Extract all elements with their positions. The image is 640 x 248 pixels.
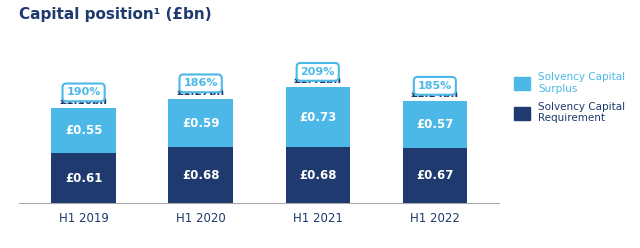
Bar — [403, 148, 467, 203]
Text: 209%: 209% — [301, 67, 335, 77]
Bar — [403, 101, 467, 148]
Text: £1.16bn: £1.16bn — [60, 96, 108, 106]
Bar — [285, 148, 350, 203]
Text: £1.27bn: £1.27bn — [177, 87, 225, 97]
Text: 190%: 190% — [67, 87, 100, 97]
Text: £0.73: £0.73 — [299, 111, 337, 124]
Text: £0.57: £0.57 — [416, 118, 454, 131]
Bar — [285, 88, 350, 148]
Text: 186%: 186% — [184, 78, 218, 88]
Bar — [51, 153, 116, 203]
Legend: Solvency Capital
Surplus, Solvency Capital
Requirement: Solvency Capital Surplus, Solvency Capit… — [514, 72, 625, 124]
Bar — [51, 108, 116, 153]
Text: Capital position¹ (£bn): Capital position¹ (£bn) — [19, 7, 212, 22]
Text: 185%: 185% — [418, 81, 452, 91]
Text: £0.68: £0.68 — [299, 169, 337, 182]
Bar — [168, 148, 233, 203]
Text: £0.68: £0.68 — [182, 169, 220, 182]
Text: £0.61: £0.61 — [65, 172, 102, 185]
Text: £0.59: £0.59 — [182, 117, 220, 130]
Text: £0.55: £0.55 — [65, 124, 102, 137]
Text: £1.24bn: £1.24bn — [411, 89, 459, 99]
Bar — [168, 99, 233, 148]
Text: £1.41bn: £1.41bn — [294, 75, 342, 85]
Text: £0.67: £0.67 — [416, 169, 454, 182]
